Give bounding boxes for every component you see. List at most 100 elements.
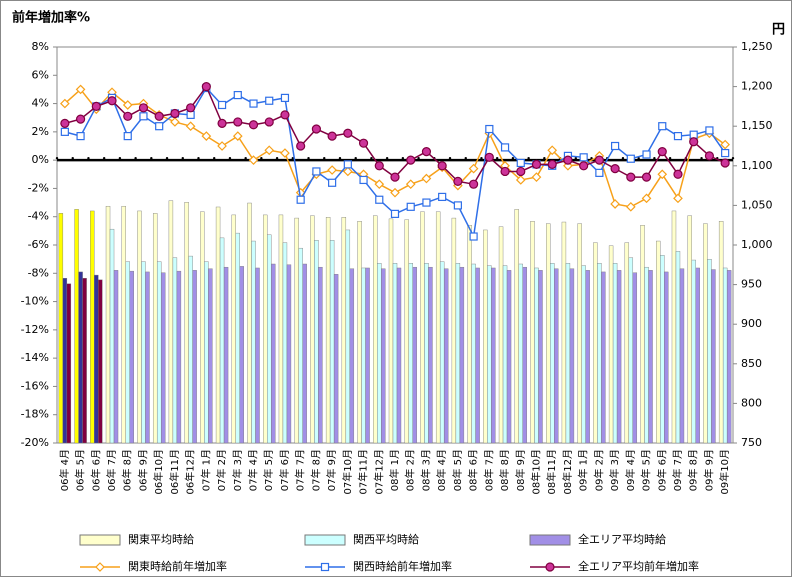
zero-dot (417, 156, 420, 160)
marker (217, 100, 227, 110)
x-tick-label: 08年 3月 (419, 449, 432, 491)
bar (192, 270, 197, 444)
bar (660, 255, 665, 444)
marker (484, 152, 494, 162)
bar (695, 267, 700, 444)
zero-dot (338, 156, 342, 160)
marker (76, 132, 85, 141)
bar (58, 213, 64, 444)
marker (91, 101, 101, 112)
y-tick-label: -6% (28, 238, 49, 251)
marker (610, 199, 620, 209)
marker (468, 163, 479, 174)
x-tick-label: 06年 7月 (105, 449, 118, 491)
marker (453, 201, 462, 210)
marker (390, 209, 400, 218)
marker (374, 179, 385, 190)
marker (249, 99, 258, 108)
legend-swatch (79, 534, 121, 546)
bar (310, 215, 315, 444)
x-tick-label: 09年 8月 (687, 449, 700, 491)
marker (406, 155, 416, 165)
zero-dot (480, 156, 483, 160)
zero-dot (590, 156, 593, 160)
y-tick-label: 8% (32, 40, 49, 53)
zero-dot (448, 156, 452, 160)
x-tick-label: 07年 2月 (215, 449, 228, 491)
marker (248, 155, 259, 165)
marker (217, 141, 227, 151)
bar (105, 205, 111, 444)
x-tick-label: 07年 9月 (325, 449, 338, 491)
x-tick-label: 08年11月 (545, 449, 558, 494)
zero-dot (87, 156, 90, 160)
bar (412, 266, 417, 444)
zero-dot (244, 156, 247, 160)
bar (451, 217, 457, 444)
bar (550, 263, 555, 444)
y-tick-label: -20% (21, 436, 49, 449)
bar (687, 215, 692, 444)
x-tick-label: 07年11月 (357, 449, 370, 494)
bar (172, 257, 178, 444)
marker (704, 151, 715, 161)
legend-label: 全エリア平均時給 (578, 532, 666, 546)
marker (657, 147, 667, 157)
marker (406, 202, 415, 211)
bar (349, 268, 355, 444)
bar (357, 221, 362, 444)
marker (327, 131, 337, 141)
x-tick-label: 06年 4月 (58, 449, 71, 491)
x-tick-label: 06年11月 (168, 449, 181, 494)
bar (439, 261, 445, 444)
x-tick-label: 06年10月 (152, 449, 165, 494)
bar (365, 267, 370, 444)
x-tick-label: 08年 7月 (482, 449, 495, 491)
bar (632, 272, 638, 444)
bar (98, 279, 103, 444)
zero-dot (197, 156, 200, 160)
marker (673, 193, 683, 204)
bar (188, 255, 193, 444)
marker (138, 103, 149, 113)
bar (514, 209, 519, 444)
legend-label: 関東平均時給 (128, 532, 194, 546)
marker (626, 154, 635, 163)
bar (294, 217, 299, 444)
bar (424, 263, 429, 444)
bar (467, 224, 472, 444)
marker (545, 562, 555, 572)
y-tick-label: -8% (28, 266, 49, 279)
bar (640, 224, 645, 444)
x-tick-label: 08年 6月 (467, 449, 480, 491)
bar (534, 267, 539, 444)
bar (396, 267, 402, 444)
bar (208, 268, 213, 444)
bar (585, 270, 590, 444)
marker (185, 121, 196, 132)
bar (608, 245, 614, 444)
marker (248, 120, 259, 130)
bar (78, 271, 83, 444)
bar (109, 228, 115, 444)
marker (265, 96, 274, 105)
bar (239, 266, 244, 444)
marker (232, 131, 243, 141)
bar (722, 267, 728, 444)
marker (721, 148, 730, 158)
bar (483, 229, 488, 444)
y2-tick-label: 800 (741, 396, 762, 409)
marker (186, 103, 196, 113)
bar (616, 270, 622, 444)
bar (329, 240, 335, 444)
x-tick-label: 09年 5月 (640, 449, 653, 491)
marker (515, 175, 526, 185)
y2-tick-label: 1,200 (741, 80, 773, 93)
zero-dot (354, 156, 357, 160)
y-tick-label: -4% (28, 210, 49, 223)
zero-dot (511, 156, 515, 160)
marker (579, 161, 589, 171)
zero-dot (700, 156, 703, 160)
legend-swatch (304, 534, 346, 546)
x-tick-label: 08年10月 (529, 449, 542, 494)
